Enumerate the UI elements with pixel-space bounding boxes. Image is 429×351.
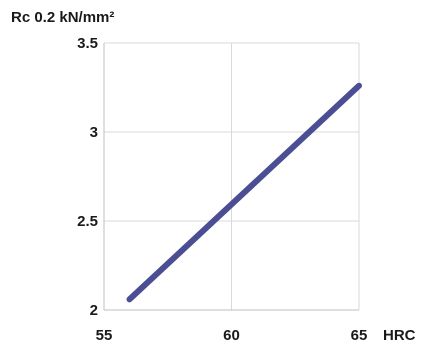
x-tick-label: 60 <box>223 327 240 344</box>
series-line <box>126 82 362 303</box>
y-tick-label: 3.5 <box>77 35 98 52</box>
x-tick-label: 65 <box>351 327 368 344</box>
y-tick-label: 2 <box>90 302 98 319</box>
x-tick-label: 55 <box>96 327 113 344</box>
axes <box>103 43 359 311</box>
y-tick-label: 2.5 <box>77 213 98 230</box>
y-tick-label: 3 <box>90 124 98 141</box>
series <box>126 82 362 303</box>
y-axis-title: Rc 0.2 kN/mm² <box>11 9 114 26</box>
tick-labels: 55 60 65 2 2.5 3 3.5 <box>77 35 367 344</box>
grid <box>104 42 360 310</box>
x-axis-title: HRC <box>383 327 416 344</box>
